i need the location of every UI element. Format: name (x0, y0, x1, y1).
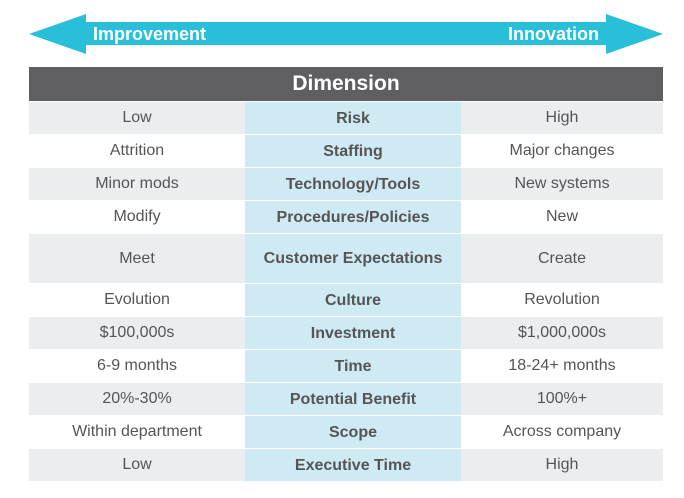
innovation-value: $1,000,000s (461, 317, 663, 349)
dimension-name: Scope (245, 416, 461, 448)
table-row: Modify Procedures/Policies New (29, 201, 663, 234)
dimension-name: Culture (245, 284, 461, 316)
dimension-name: Investment (245, 317, 461, 349)
table-row: Meet Customer Expectations Create (29, 234, 663, 284)
table-row: Evolution Culture Revolution (29, 284, 663, 317)
table-row: Within department Scope Across company (29, 416, 663, 449)
innovation-value: 100%+ (461, 383, 663, 415)
innovation-value: Revolution (461, 284, 663, 316)
dimension-table: Dimension Low Risk High Attrition Staffing Ma… (29, 67, 663, 482)
dimension-name: Technology/Tools (245, 168, 461, 200)
improvement-label: Improvement (93, 24, 207, 44)
table-row: 6-9 months Time 18-24+ months (29, 350, 663, 383)
table-row: 20%-30% Potential Benefit 100%+ (29, 383, 663, 416)
table-row: Minor mods Technology/Tools New systems (29, 168, 663, 201)
dimension-name: Customer Expectations (245, 234, 461, 283)
dimension-name: Time (245, 350, 461, 382)
dimension-name: Executive Time (245, 449, 461, 481)
innovation-value: Major changes (461, 135, 663, 167)
innovation-value: New (461, 201, 663, 233)
improvement-value: Low (29, 449, 245, 481)
dimension-name: Procedures/Policies (245, 201, 461, 233)
innovation-value: Create (461, 234, 663, 283)
table-row: $100,000s Investment $1,000,000s (29, 317, 663, 350)
dimension-name: Staffing (245, 135, 461, 167)
improvement-value: Evolution (29, 284, 245, 316)
improvement-value: 6-9 months (29, 350, 245, 382)
innovation-value: 18-24+ months (461, 350, 663, 382)
improvement-value: Low (29, 102, 245, 134)
improvement-value: Within department (29, 416, 245, 448)
table-row: Low Executive Time High (29, 449, 663, 482)
improvement-value: Minor mods (29, 168, 245, 200)
improvement-value: Modify (29, 201, 245, 233)
innovation-value: High (461, 102, 663, 134)
innovation-value: High (461, 449, 663, 481)
table-header: Dimension (29, 67, 663, 102)
table-row: Attrition Staffing Major changes (29, 135, 663, 168)
improvement-value: Meet (29, 234, 245, 283)
innovation-value: New systems (461, 168, 663, 200)
innovation-label: Innovation (508, 24, 599, 44)
table-row: Low Risk High (29, 102, 663, 135)
improvement-value: Attrition (29, 135, 245, 167)
improvement-value: $100,000s (29, 317, 245, 349)
dimension-name: Potential Benefit (245, 383, 461, 415)
innovation-value: Across company (461, 416, 663, 448)
double-headed-arrow (29, 14, 663, 54)
dimension-name: Risk (245, 102, 461, 134)
improvement-value: 20%-30% (29, 383, 245, 415)
